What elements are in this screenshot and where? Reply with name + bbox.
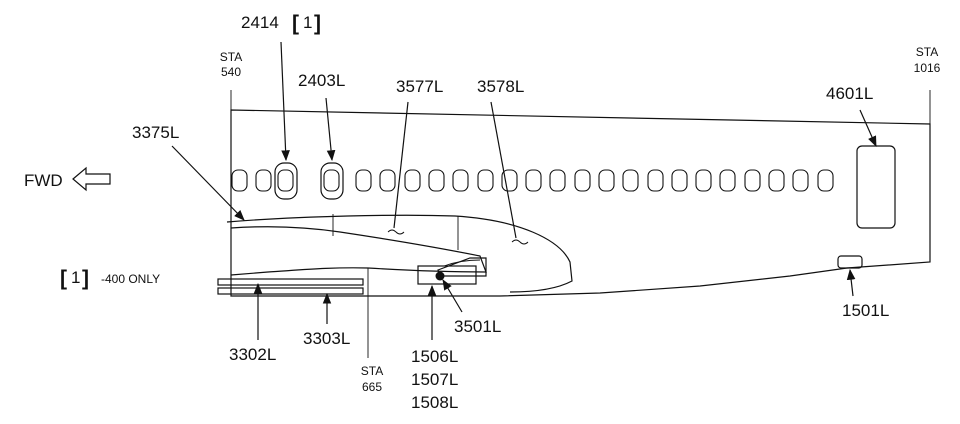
window-12: [525, 169, 542, 192]
leader-3577L: [393, 101, 409, 229]
callout-3578L: 3578L: [477, 77, 524, 96]
window-9: [452, 169, 469, 192]
window-2: [255, 169, 272, 192]
window-1: [231, 169, 248, 192]
callout-3501L: 3501L: [454, 317, 501, 336]
leader-2414: [280, 41, 290, 162]
station-label-540-prefix: STA: [220, 50, 242, 64]
drain-3501L: [435, 271, 445, 281]
callout-3303L: 3303L: [303, 329, 350, 348]
station-label-665-value: 665: [362, 380, 382, 394]
window-21: [744, 169, 761, 192]
window-22: [768, 169, 785, 192]
fuselage-outline: [230, 90, 931, 358]
lower-panels: [217, 255, 863, 295]
window-4: [323, 169, 340, 192]
callout-1507L: 1507L: [411, 370, 458, 389]
window-row: [231, 169, 834, 192]
callout-1506L: 1506L: [411, 347, 458, 366]
leader-3578L: [490, 101, 517, 239]
leader-lines: [171, 41, 877, 340]
fwd-label: FWD: [24, 171, 63, 190]
window-7: [404, 169, 421, 192]
access-panel-1506L: [417, 265, 477, 285]
callout-3577L: 3577L: [396, 77, 443, 96]
station-label-1016-prefix: STA: [916, 45, 938, 59]
callout-3302L: 3302L: [229, 345, 276, 364]
window-14: [574, 169, 591, 192]
window-24: [817, 169, 834, 192]
window-11: [501, 169, 518, 192]
window-6: [379, 169, 396, 192]
callout-1508L: 1508L: [411, 393, 458, 412]
panel-1501L: [837, 255, 863, 269]
callout-2414-bracket-open: [: [292, 12, 299, 35]
window-19: [695, 169, 712, 192]
window-3: [277, 169, 294, 192]
window-18: [671, 169, 688, 192]
legend-marker: 1: [71, 268, 80, 287]
wing-fairing: [226, 214, 573, 293]
callout-2414: 2414: [241, 13, 279, 32]
callout-4601L: 4601L: [826, 84, 873, 103]
callout-2414-bracket-close: ]: [314, 12, 321, 35]
station-label-665-prefix: STA: [361, 364, 383, 378]
callout-2403L: 2403L: [298, 71, 345, 90]
window-16: [622, 169, 639, 192]
callout-1501L: 1501L: [842, 301, 889, 320]
window-20: [719, 169, 736, 192]
station-label-540-value: 540: [221, 65, 241, 79]
window-23: [792, 169, 809, 192]
leader-1501L: [846, 268, 856, 297]
window-5: [355, 169, 372, 192]
callout-2414-note: 1: [303, 13, 312, 32]
leader-2403L: [325, 97, 336, 162]
window-8: [428, 169, 445, 192]
legend-bracket-open: [: [60, 267, 67, 290]
leader-3375L: [171, 145, 245, 221]
legend-text: -400 ONLY: [101, 272, 160, 286]
window-frame-2414: [274, 162, 298, 200]
leader-4601L: [859, 109, 877, 147]
leader-3501L: [442, 279, 463, 313]
window-10: [477, 169, 494, 192]
door-4601L: [856, 145, 896, 229]
legend-bracket-close: ]: [82, 267, 89, 290]
window-15: [598, 169, 615, 192]
fwd-arrow-icon: [72, 166, 111, 192]
callout-3375L: 3375L: [132, 123, 179, 142]
window-13: [549, 169, 566, 192]
window-frame-2403L: [320, 162, 344, 200]
station-label-1016-value: 1016: [914, 61, 941, 75]
window-17: [647, 169, 664, 192]
